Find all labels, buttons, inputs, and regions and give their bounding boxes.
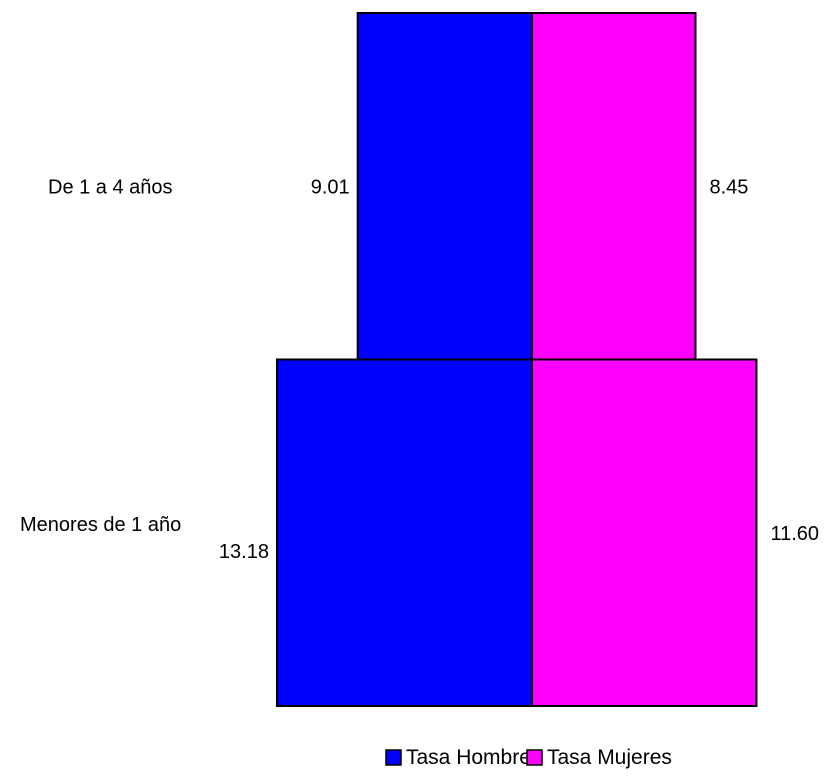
category-labels: De 1 a 4 años Menores de 1 año <box>20 176 181 536</box>
bar-mujeres-de-1-a-4-anos <box>531 12 697 361</box>
value-label-hombres-menores-de-1-ano: 13.18 <box>219 541 269 563</box>
legend-label-tasa-mujeres: Tasa Mujeres <box>547 746 672 769</box>
category-label-menores-de-1-ano: Menores de 1 año <box>20 514 181 536</box>
bar-hombres-de-1-a-4-anos <box>356 12 533 361</box>
category-label-de-1-a-4-anos: De 1 a 4 años <box>48 176 173 198</box>
bars-group <box>275 12 758 707</box>
value-label-mujeres-menores-de-1-ano: 11.60 <box>770 523 819 545</box>
bar-hombres-menores-de-1-ano <box>275 358 534 707</box>
bar-mujeres-menores-de-1-ano <box>531 358 758 707</box>
value-label-mujeres-de-1-a-4-anos: 8.45 <box>710 176 749 198</box>
value-label-hombres-de-1-a-4-anos: 9.01 <box>311 176 350 198</box>
legend-label-tasa-hombres: Tasa Hombres <box>406 746 541 769</box>
legend: Tasa Hombres Tasa Mujeres <box>385 746 672 769</box>
value-labels: 9.01 8.45 13.18 11.60 <box>219 176 819 563</box>
legend-swatch-tasa-mujeres <box>526 749 543 766</box>
legend-swatch-tasa-hombres <box>385 749 402 766</box>
